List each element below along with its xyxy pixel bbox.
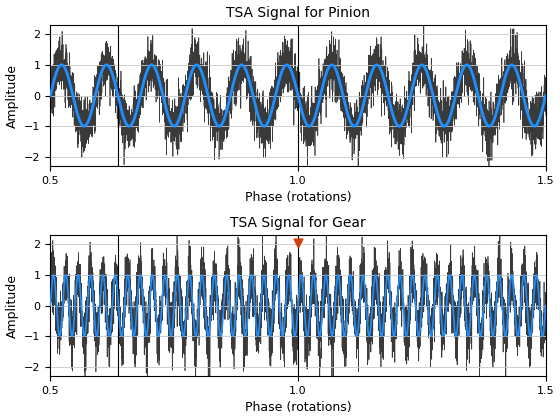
X-axis label: Phase (rotations): Phase (rotations) [245, 402, 351, 415]
Y-axis label: Amplitude: Amplitude [6, 273, 18, 338]
Title: TSA Signal for Pinion: TSA Signal for Pinion [226, 5, 370, 20]
Point [293, 239, 302, 246]
Y-axis label: Amplitude: Amplitude [6, 63, 18, 128]
X-axis label: Phase (rotations): Phase (rotations) [245, 192, 351, 205]
Title: TSA Signal for Gear: TSA Signal for Gear [230, 215, 366, 230]
